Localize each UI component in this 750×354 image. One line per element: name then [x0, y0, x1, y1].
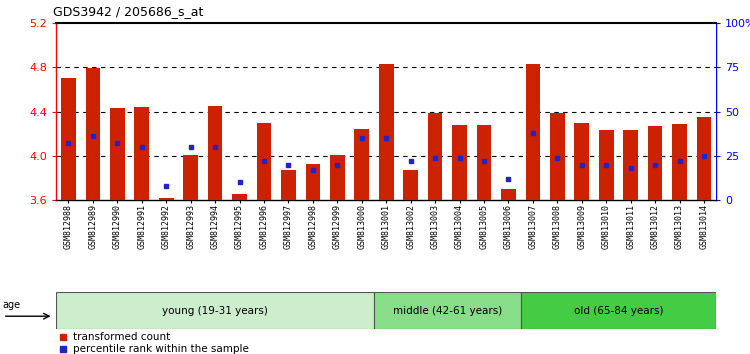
- Bar: [477, 125, 491, 200]
- Bar: [452, 125, 467, 200]
- Bar: [550, 113, 565, 200]
- Bar: [574, 122, 590, 200]
- Bar: [232, 194, 247, 200]
- Text: young (19-31 years): young (19-31 years): [162, 306, 268, 316]
- Bar: [256, 122, 272, 200]
- Bar: [374, 292, 520, 329]
- Bar: [62, 78, 76, 200]
- Bar: [648, 126, 662, 200]
- Bar: [501, 189, 516, 200]
- Bar: [526, 64, 540, 200]
- Bar: [672, 124, 687, 200]
- Bar: [599, 130, 613, 200]
- Text: age: age: [3, 300, 21, 310]
- Bar: [427, 113, 442, 200]
- Bar: [208, 106, 223, 200]
- Bar: [355, 129, 369, 200]
- Text: percentile rank within the sample: percentile rank within the sample: [73, 344, 248, 354]
- Text: GDS3942 / 205686_s_at: GDS3942 / 205686_s_at: [53, 5, 202, 18]
- Bar: [134, 107, 149, 200]
- Bar: [159, 198, 173, 200]
- Bar: [404, 170, 418, 200]
- Text: old (65-84 years): old (65-84 years): [574, 306, 663, 316]
- Bar: [281, 170, 296, 200]
- Bar: [183, 155, 198, 200]
- Bar: [110, 108, 125, 200]
- Bar: [86, 68, 100, 200]
- Bar: [379, 64, 394, 200]
- Bar: [305, 164, 320, 200]
- Bar: [56, 292, 374, 329]
- Bar: [330, 155, 345, 200]
- Bar: [623, 130, 638, 200]
- Text: middle (42-61 years): middle (42-61 years): [393, 306, 502, 316]
- Bar: [520, 292, 716, 329]
- Bar: [697, 117, 711, 200]
- Text: transformed count: transformed count: [73, 332, 170, 342]
